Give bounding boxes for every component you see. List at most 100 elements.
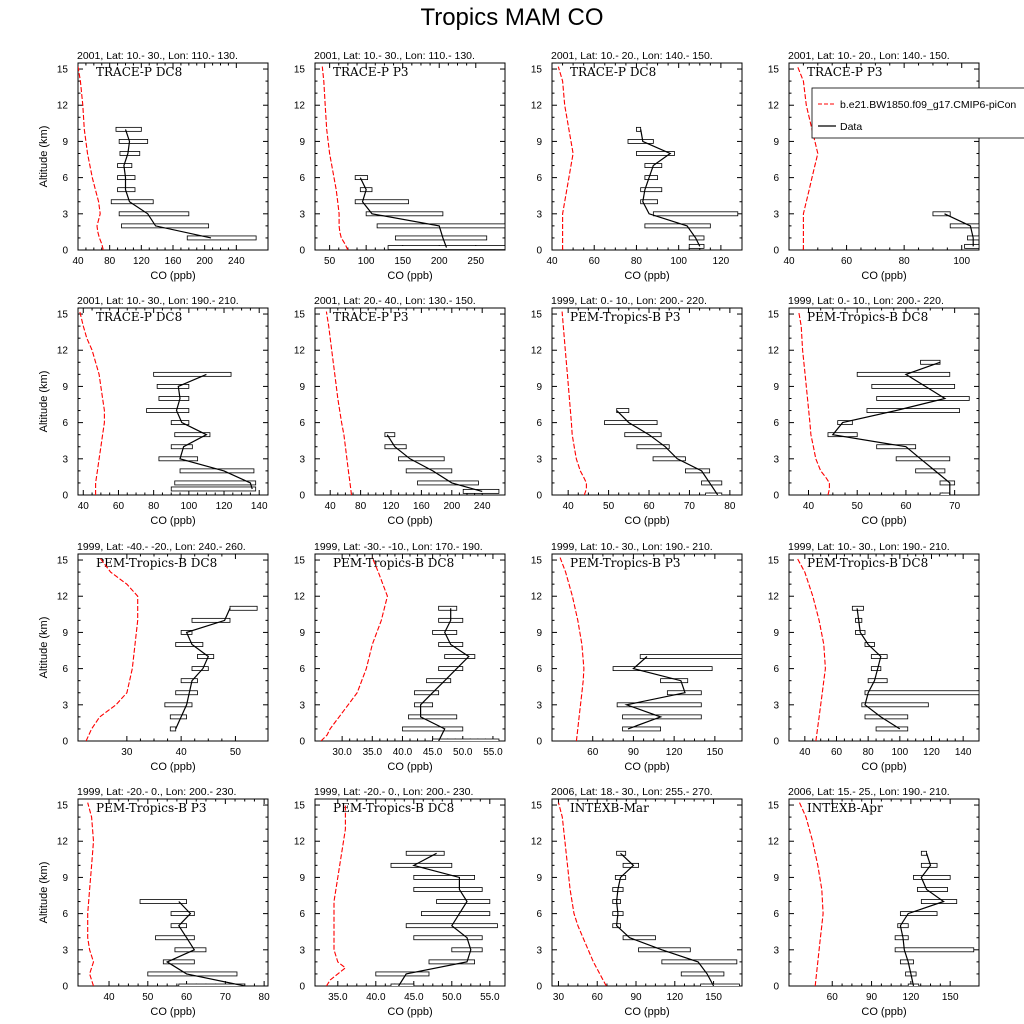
data-range-box [414,690,440,696]
x-tick-label: 40 [799,747,811,758]
x-tick-label: 80 [724,501,736,512]
data-range-box [158,456,199,462]
data-range-box [627,139,654,144]
plot-area [557,802,740,986]
y-tick-label: 15 [57,310,69,321]
data-range-box [229,605,258,611]
y-tick-label: 6 [536,418,542,429]
x-axis-label: CO (ppb) [150,1006,195,1018]
x-axis-label: CO (ppb) [150,270,195,282]
y-tick-label: 12 [531,101,543,112]
y-tick-label: 3 [773,454,779,465]
panel-title: PEM-Tropics-B DC8 [807,556,928,570]
data-range-box [170,486,257,492]
x-tick-label: 120 [216,501,233,512]
plot-area [325,311,500,495]
y-tick-label: 12 [531,346,543,357]
x-tick-label: 50 [603,501,615,512]
y-tick-label: 3 [773,945,779,956]
y-tick-label: 0 [536,982,542,993]
data-range-box [856,371,951,377]
x-tick-label: 250 [467,256,484,267]
plot-frame [314,798,506,987]
data-range-box [139,899,187,904]
panel-15: 2006, Lat: 18.- 30., Lon: 255.- 270. INTE… [531,786,743,1018]
data-range-box [170,444,193,450]
data-range-box [153,371,232,377]
y-tick-label: 0 [299,491,305,502]
x-tick-label: 120 [923,747,940,758]
panel-12: 1999, Lat: 10.- 30., Lon: 190.- 210. PEM-… [768,541,980,773]
y-tick-label: 15 [531,556,543,567]
data-range-box [164,702,193,708]
model-line [559,557,585,741]
x-tick-label: 70 [220,992,232,1003]
y-tick-label: 12 [57,592,69,603]
plot-frame [551,553,743,742]
data-range-box [920,850,927,856]
y-tick-label: 9 [299,137,305,148]
model-line [325,805,347,986]
y-tick-label: 0 [773,491,779,502]
y-tick-label: 15 [531,65,543,76]
plot-frame [314,62,506,251]
y-tick-label: 0 [62,246,68,257]
x-tick-label: 80 [863,747,875,758]
y-tick-label: 9 [299,873,305,884]
y-tick-label: 12 [57,837,69,848]
x-tick-label: 50.0 [453,747,473,758]
data-range-box [115,126,142,132]
data-range-box [354,199,409,205]
data-line [899,853,945,986]
data-range-box [394,235,488,241]
y-tick-label: 9 [62,873,68,884]
y-tick-label: 12 [768,346,780,357]
y-tick-label: 9 [299,382,305,393]
x-tick-label: 120 [383,501,400,512]
legend-box [811,87,1024,139]
x-tick-label: 30 [121,747,133,758]
data-range-box [639,654,742,659]
x-tick-label: 200 [443,501,460,512]
x-tick-label: 150 [705,992,722,1003]
x-tick-label: 120 [666,992,683,1003]
x-tick-label: 100 [891,747,908,758]
data-range-box [652,456,686,462]
data-range-box [405,850,445,856]
data-range-box [451,947,483,953]
data-range-box [700,983,740,986]
data-range-box [871,384,956,389]
plot-frame [77,307,269,496]
plot-area [796,557,979,741]
x-tick-label: 100 [953,256,970,267]
data-line [123,129,212,239]
model-line [796,557,826,741]
y-tick-label: 6 [773,664,779,675]
data-range-box [414,702,434,708]
x-tick-label: 70 [949,501,961,512]
model-line [798,802,824,986]
plot-area [561,311,723,495]
x-tick-label: 60 [841,256,853,267]
y-tick-label: 15 [294,65,306,76]
y-tick-label: 15 [294,801,306,812]
plot-frame [788,798,980,987]
plot-area [798,311,970,495]
data-range-box [640,199,658,205]
data-range-box [420,911,491,917]
y-tick-label: 9 [536,382,542,393]
x-tick-label: 30.0 [332,747,352,758]
y-tick-label: 6 [299,664,305,675]
panel-title: TRACE-P DC8 [96,65,182,79]
plot-area [559,557,742,741]
y-tick-label: 6 [62,173,68,184]
y-tick-label: 6 [299,418,305,429]
plot-frame [788,553,980,742]
data-line [624,656,686,730]
y-axis-label: Altitude (km) [38,126,50,188]
x-tick-label: 50 [142,992,154,1003]
model-line [557,66,574,250]
x-axis-label: CO (ppb) [150,515,195,527]
plot-frame [788,307,980,496]
data-range-box [387,245,505,250]
